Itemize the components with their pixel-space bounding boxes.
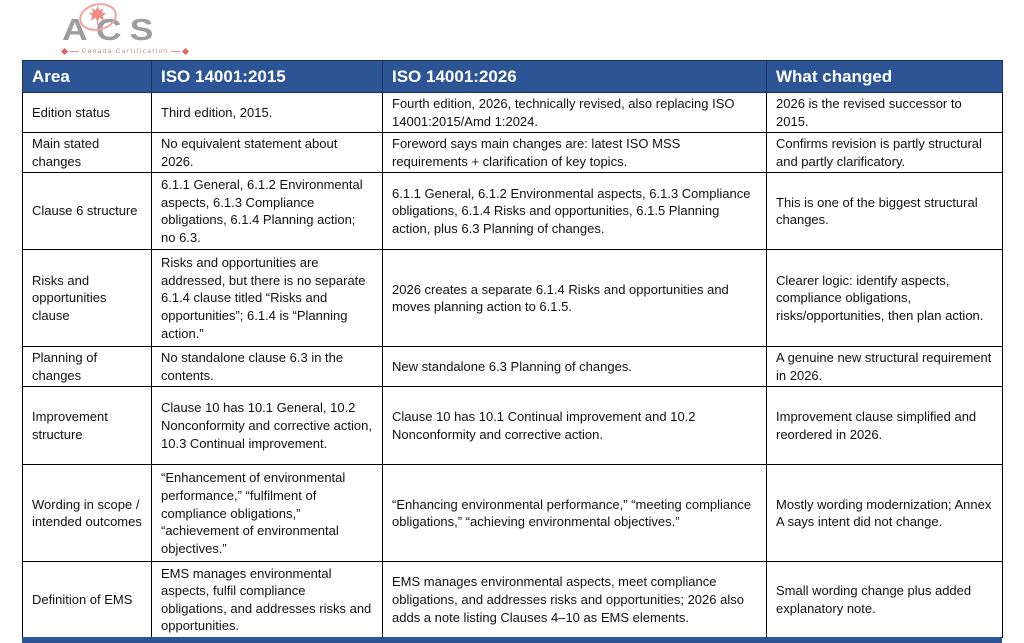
cell-area: Planning of changes (22, 346, 152, 388)
maple-leaf-icon (79, 3, 117, 31)
cell-iso2026: EMS manages environmental aspects, meet … (382, 561, 767, 639)
cell-iso2026: 6.1.1 General, 6.1.2 Environmental aspec… (382, 172, 767, 251)
cell-changed: Clearer logic: identify aspects, complia… (766, 249, 1003, 348)
header-iso-2026: ISO 14001:2026 (382, 60, 767, 93)
cell-area: Definition of EMS (22, 561, 152, 639)
cell-iso2015: EMS manages environmental aspects, fulfi… (151, 561, 383, 639)
table-row-definition-of-ems: Definition of EMS EMS manages environmen… (22, 561, 1003, 639)
cell-iso2015: Clause 10 has 10.1 General, 10.2 Nonconf… (151, 386, 383, 466)
cell-iso2026: Foreword says main changes are: latest I… (382, 132, 767, 174)
table-row-clause-6-structure: Clause 6 structure 6.1.1 General, 6.1.2 … (22, 172, 1003, 251)
cell-iso2015: Risks and opportunities are addressed, b… (151, 249, 383, 348)
cell-changed: A genuine new structural requirement in … (766, 346, 1003, 388)
cell-iso2015: 6.1.1 General, 6.1.2 Environmental aspec… (151, 172, 383, 251)
header-area: Area (22, 60, 152, 93)
table-row-improvement-structure: Improvement structure Clause 10 has 10.1… (22, 386, 1003, 466)
header-row: Area ISO 14001:2015 ISO 14001:2026 What … (22, 60, 1003, 93)
divider (70, 51, 79, 52)
cell-iso2026: Clause 10 has 10.1 Continual improvement… (382, 386, 767, 466)
logo-acronym: ACS (62, 12, 162, 47)
cell-iso2026: “Enhancing environmental performance,” “… (382, 464, 767, 563)
footer-accent-bar (22, 637, 1002, 643)
cell-iso2026: Fourth edition, 2026, technically revise… (382, 91, 767, 134)
table-row-risks-opportunities: Risks and opportunities clause Risks and… (22, 249, 1003, 348)
cell-area: Main stated changes (22, 132, 152, 174)
cell-area: Wording in scope / intended outcomes (22, 464, 152, 563)
cell-changed: Confirms revision is partly structural a… (766, 132, 1003, 174)
cell-iso2026: New standalone 6.3 Planning of changes. (382, 346, 767, 388)
cell-iso2026: 2026 creates a separate 6.1.4 Risks and … (382, 249, 767, 348)
table-row-wording-scope: Wording in scope / intended outcomes “En… (22, 464, 1003, 563)
logo-tagline: Canada Certification (60, 47, 190, 56)
cell-iso2015: Third edition, 2015. (151, 91, 383, 134)
acs-logo: ACS Canada Certification (60, 3, 192, 58)
cell-iso2015: “Enhancement of environmental performanc… (151, 464, 383, 563)
cell-changed: Improvement clause simplified and reorde… (766, 386, 1003, 466)
header-iso-2015: ISO 14001:2015 (151, 60, 383, 93)
cell-changed: Small wording change plus added explanat… (766, 561, 1003, 639)
table-row-planning-of-changes: Planning of changes No standalone clause… (22, 346, 1003, 388)
cell-changed: 2026 is the revised successor to 2015. (766, 91, 1003, 134)
cell-area: Clause 6 structure (22, 172, 152, 251)
cell-iso2015: No equivalent statement about 2026. (151, 132, 383, 174)
cell-changed: This is one of the biggest structural ch… (766, 172, 1003, 251)
diamond-icon (181, 47, 190, 56)
diamond-icon (60, 47, 69, 56)
cell-area: Edition status (22, 91, 152, 134)
cell-area: Risks and opportunities clause (22, 249, 152, 348)
iso-comparison-table: Area ISO 14001:2015 ISO 14001:2026 What … (22, 60, 1003, 639)
cell-iso2015: No standalone clause 6.3 in the contents… (151, 346, 383, 388)
cell-area: Improvement structure (22, 386, 152, 466)
table-row-edition-status: Edition status Third edition, 2015. Four… (22, 91, 1003, 134)
logo-tagline-text: Canada Certification (81, 48, 169, 55)
comparison-table-container: Area ISO 14001:2015 ISO 14001:2026 What … (22, 60, 1003, 643)
cell-changed: Mostly wording modernization; Annex A sa… (766, 464, 1003, 563)
table-row-main-stated-changes: Main stated changes No equivalent statem… (22, 132, 1003, 174)
divider (171, 51, 180, 52)
header-what-changed: What changed (766, 60, 1003, 93)
